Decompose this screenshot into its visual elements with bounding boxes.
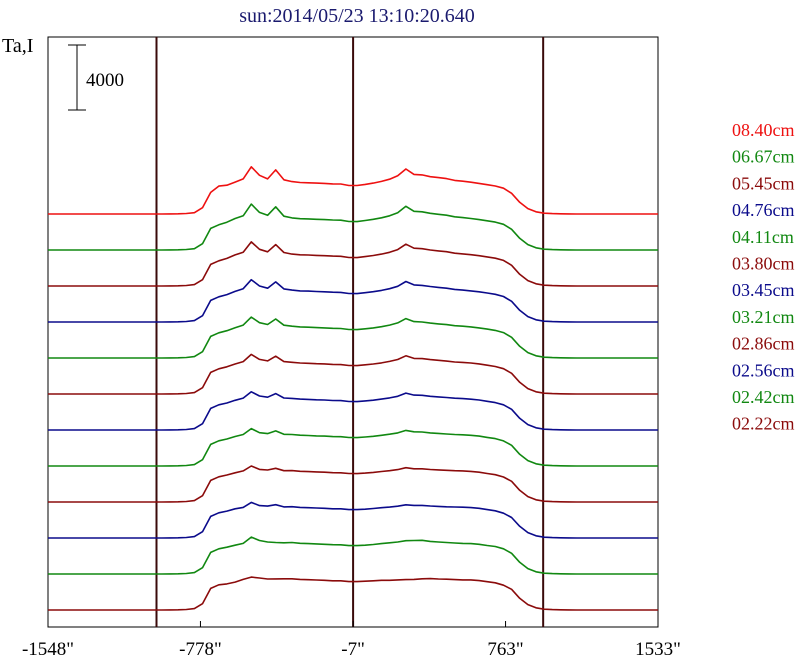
x-axis-ticks: -1548" -778" -7" 763" 1533" <box>22 621 681 660</box>
reference-lines <box>155 37 545 627</box>
legend-item: 02.42cm <box>732 387 795 407</box>
legend-item: 02.56cm <box>732 360 795 380</box>
series-line-12 <box>48 166 658 215</box>
series-line-5 <box>48 427 658 467</box>
legend-item: 08.40cm <box>732 120 795 140</box>
legend-item: 03.80cm <box>732 254 795 274</box>
scale-bar: 4000 <box>68 44 124 111</box>
legend-item: 02.22cm <box>732 414 795 434</box>
series-line-2 <box>48 536 658 575</box>
legend-item: 03.45cm <box>732 280 795 300</box>
y-axis-label: Ta,I <box>2 35 33 57</box>
legend-item: 03.21cm <box>732 307 795 327</box>
series-line-11 <box>48 203 658 251</box>
legend-item: 05.45cm <box>732 173 795 193</box>
legend-item: 06.67cm <box>732 147 795 167</box>
series-lines <box>48 166 658 611</box>
legend-item: 04.11cm <box>732 227 794 247</box>
series-line-7 <box>48 353 658 395</box>
series-line-9 <box>48 278 658 323</box>
series-line-1 <box>48 576 658 611</box>
x-tick-label: -1548" <box>22 639 74 660</box>
series-line-10 <box>48 241 658 287</box>
x-tick-label: 763" <box>487 639 523 660</box>
series-line-3 <box>48 501 658 539</box>
legend-item: 04.76cm <box>732 200 795 220</box>
legend: 08.40cm 06.67cm 05.45cm 04.76cm 04.11cm 03.80… <box>732 120 795 434</box>
series-line-8 <box>48 316 658 359</box>
series-line-4 <box>48 465 658 503</box>
chart-title: sun:2014/05/23 13:10:20.640 <box>239 5 475 27</box>
scale-bar-label: 4000 <box>86 70 124 91</box>
x-tick-label: -778" <box>179 639 222 660</box>
x-tick-label: 1533" <box>635 639 681 660</box>
series-line-6 <box>48 390 658 431</box>
x-tick-label: -7" <box>341 639 365 660</box>
legend-item: 02.86cm <box>732 334 795 354</box>
